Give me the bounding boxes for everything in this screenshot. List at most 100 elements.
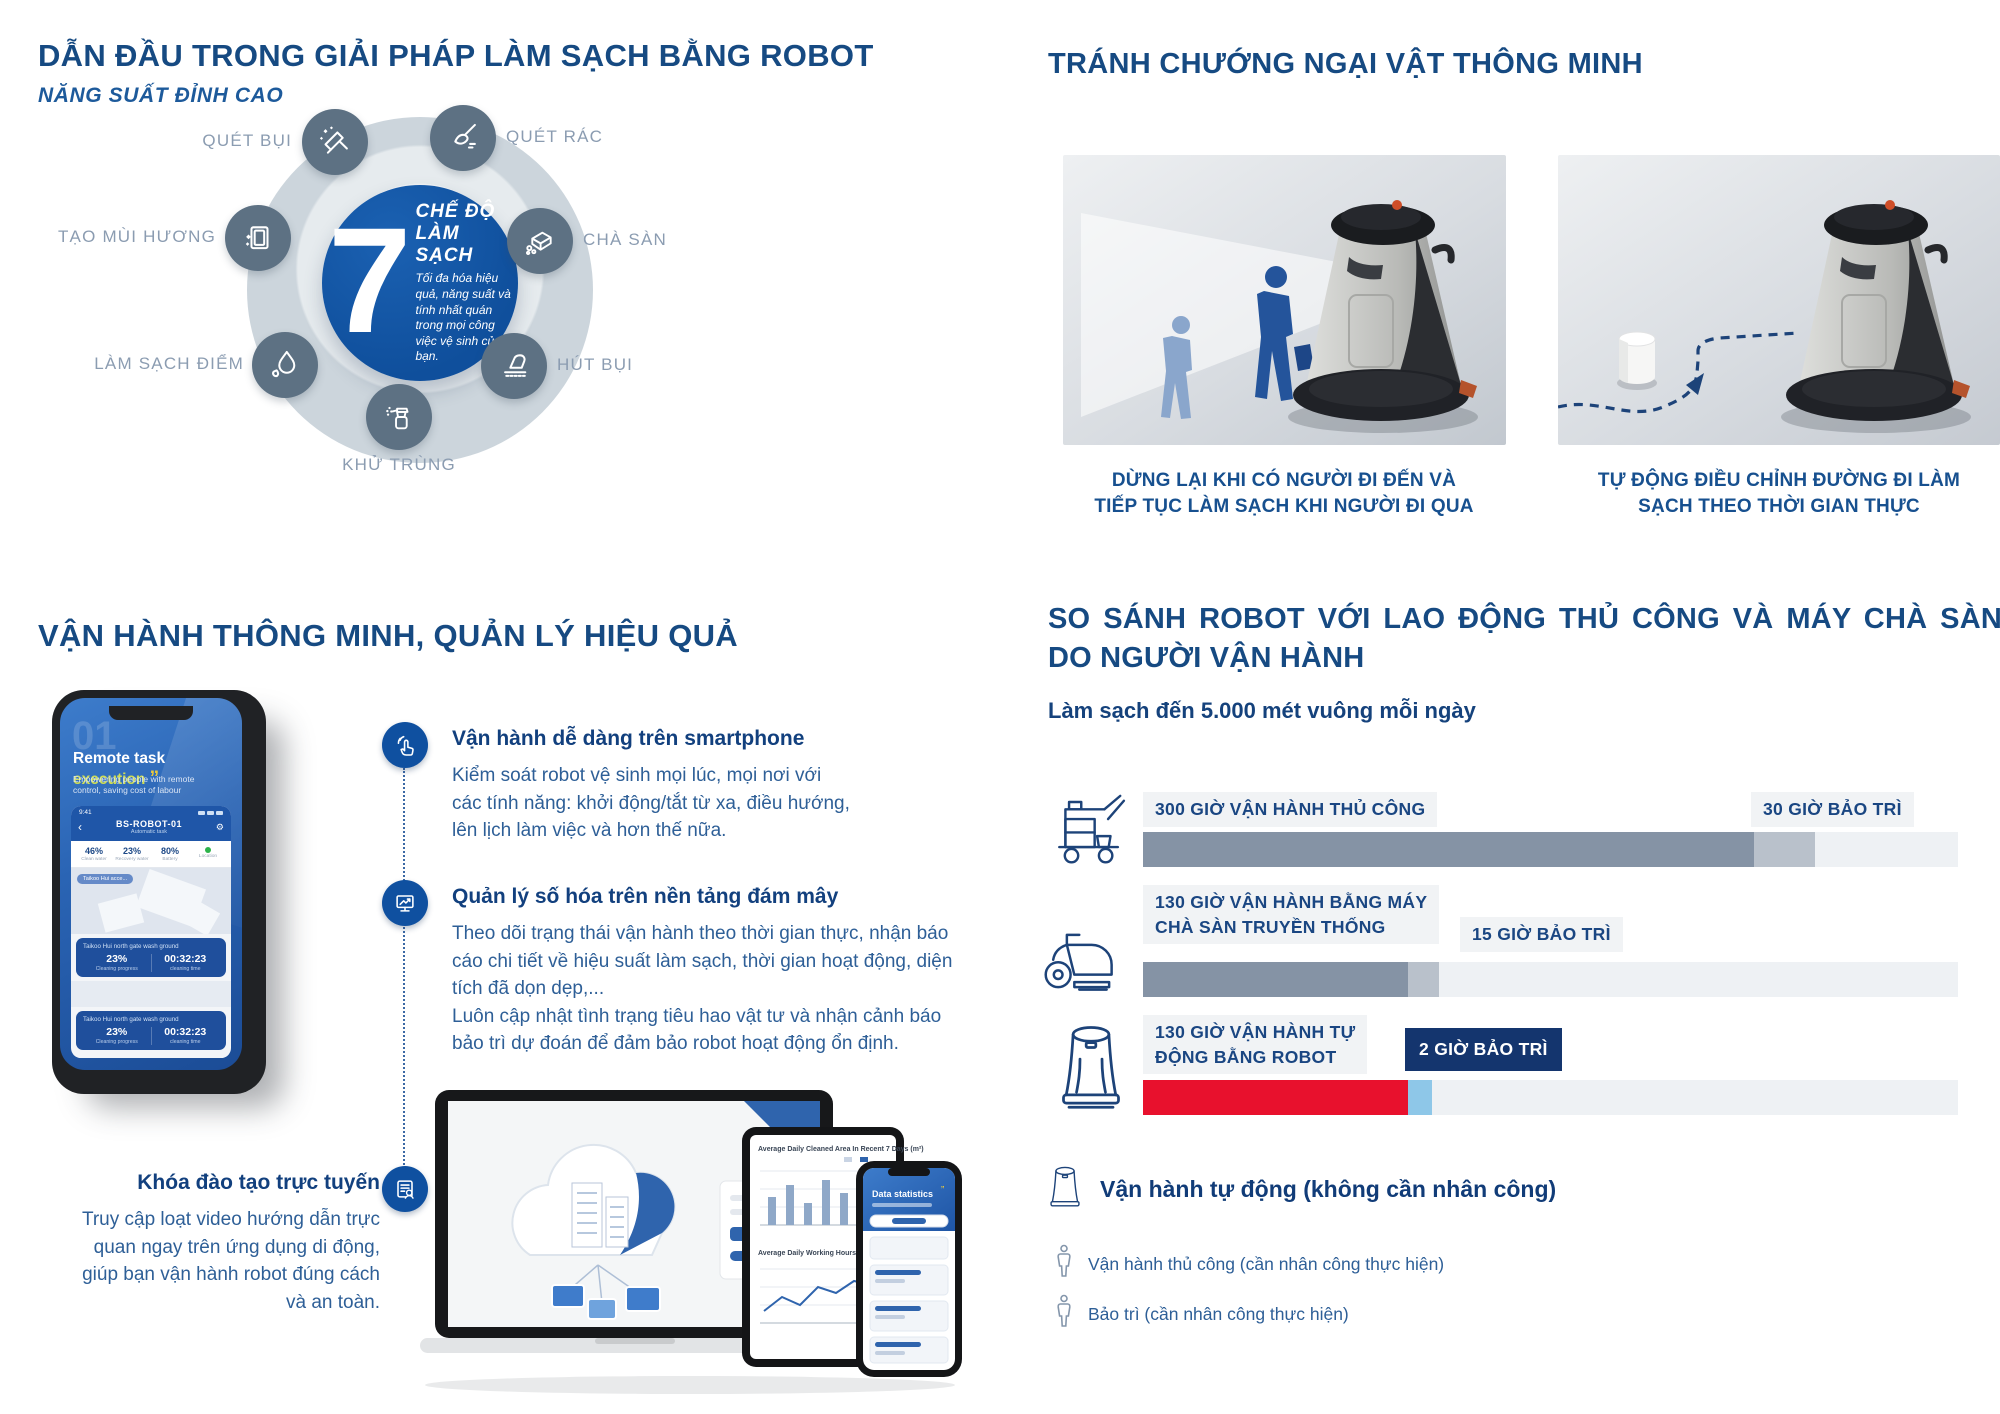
- obstacle-caption-path: TỰ ĐỘNG ĐIỀU CHỈNH ĐƯỜNG ĐI LÀM SẠCH THE…: [1597, 470, 1961, 518]
- obstacle-scene-people: [1063, 155, 1506, 445]
- mode-circle-hut-bui: [481, 333, 547, 399]
- cloud-chart-icon: [396, 895, 414, 912]
- status-time: 9:41: [79, 809, 92, 816]
- map-location-tag: Taikoo Hui acce...: [77, 874, 134, 884]
- spray-bottle-icon: [386, 406, 409, 430]
- slide-number: 01: [72, 714, 117, 758]
- modes-center-circle: 7 CHẾ ĐỘ LÀM SẠCH Tối đa hóa hiệu quả, n…: [322, 185, 518, 381]
- bar3-operation-segment: [1143, 1080, 1408, 1115]
- mode-circle-tao-mui-huong: [225, 205, 291, 271]
- tap-icon: [397, 735, 414, 756]
- legend-autonomous: Vận hành tự động (không cần nhân công): [1100, 1176, 1557, 1202]
- phone-headline: Remote task execution ”: [73, 750, 241, 790]
- bar2-operation-segment: [1143, 962, 1408, 997]
- map-view[interactable]: Taikoo Hui acce...: [71, 868, 231, 934]
- status-icons: [198, 810, 223, 815]
- modes-center-description: Tối đa hóa hiệu quả, năng suất và tính n…: [415, 271, 511, 364]
- headline-accent: execution: [73, 771, 146, 788]
- section1-subtitle: NĂNG SUẤT ĐỈNH CAO: [38, 84, 284, 107]
- quote-icon: ”: [941, 1185, 944, 1196]
- smartphone-screen: 01 Remote task execution ” Empowering pe…: [60, 698, 242, 1070]
- person-icon: [1054, 1244, 1074, 1285]
- obstacle-scene-path: [1558, 155, 2000, 445]
- map-strip: [71, 981, 231, 1007]
- mode-label-tao-mui-huong: TẠO MÙI HƯƠNG: [57, 227, 216, 246]
- mode-label-khu-trung: KHỬ TRÙNG: [342, 455, 456, 474]
- droplet-icon: [272, 350, 296, 378]
- broom-icon: [454, 123, 476, 149]
- app-header: ‹ BS-ROBOT-01 Automatic task ⚙: [71, 816, 231, 841]
- gear-icon[interactable]: ⚙: [215, 821, 224, 832]
- feature-title-cloud: Quản lý số hóa trên nền tảng đám mây: [452, 885, 839, 908]
- devices-illustration: Average Daily Cleaned Area In Recent 7 D…: [420, 1090, 962, 1394]
- app-controls: [71, 1054, 231, 1058]
- tablet-chart1-title: Average Daily Cleaned Area In Recent 7 D…: [758, 1146, 924, 1153]
- cloud-illustration: [511, 1143, 676, 1320]
- cleaning-robot-illustration: [1288, 200, 1478, 433]
- feature-icon-training: [382, 1166, 428, 1212]
- obstacle-cylinder: [1617, 331, 1657, 390]
- mode-circle-khu-trung: [366, 384, 432, 450]
- phone-subheadline: Empowering people with remote control, s…: [73, 774, 195, 796]
- task-card[interactable]: Taikoo Hui north gate wash ground 23% Cle…: [76, 938, 226, 977]
- app-status-bar: 9:41: [71, 806, 231, 816]
- stat-clean-water: 46% Clean water: [81, 846, 107, 862]
- cleaning-modes-diagram: 7 CHẾ ĐỘ LÀM SẠCH Tối đa hóa hiệu quả, n…: [0, 100, 780, 560]
- section3-title: VẬN HÀNH THÔNG MINH, QUẢN LÝ HIỆU QUẢ: [38, 618, 738, 653]
- bar2-maintenance-label: 15 GIỜ BẢO TRÌ: [1460, 917, 1623, 952]
- stat-battery: 80% Battery: [160, 846, 179, 862]
- legend-manual: Vận hành thủ công (cần nhân công thực hi…: [1088, 1254, 1445, 1274]
- section1-title: DẪN ĐẦU TRONG GIẢI PHÁP LÀM SẠCH BẰNG RO…: [38, 38, 874, 73]
- air-freshener-icon: [245, 226, 269, 250]
- mode-circle-quet-rac: [430, 105, 496, 171]
- robot-device-name: BS-ROBOT-01: [115, 819, 182, 829]
- tablet-chart2-title: Average Daily Working Hours In Recent 7 …: [758, 1250, 925, 1257]
- feature-icon-smartphone: [382, 722, 428, 768]
- stat-recovery-water: 23% Recovery water: [115, 846, 149, 862]
- stats-phone-title: Data statistics: [872, 1189, 933, 1199]
- stats-phone-mockup: Data statistics ”: [856, 1161, 962, 1377]
- mode-circle-quet-bui: [302, 109, 368, 175]
- bar3-maintenance-segment: [1407, 1080, 1433, 1115]
- robot-device-subtitle: Automatic task: [130, 829, 167, 835]
- bar1-maintenance-segment: [1754, 832, 1816, 867]
- cleaning-cart-icon: [1052, 792, 1130, 873]
- feature-body-training: Truy cập loạt video hướng dẫn trực quan …: [81, 1209, 380, 1313]
- robot-path-dashed: [1558, 331, 1799, 414]
- stat-location: Location: [189, 846, 227, 862]
- bar3-maintenance-label: 2 GIỜ BẢO TRÌ: [1405, 1028, 1562, 1071]
- feature-title-training: Khóa đào tạo trực tuyến: [137, 1171, 380, 1194]
- connected-monitors: [551, 1264, 661, 1320]
- comparison-chart: 300 GIỜ VẬN HÀNH THỦ CÔNG 30 GIỜ BẢO TRÌ…: [1044, 780, 2000, 1160]
- robot-icon: [1058, 1020, 1124, 1117]
- bar2-track: [1143, 962, 1958, 997]
- pedestrians-silhouette: [1161, 266, 1314, 419]
- robot-icon: [1048, 1164, 1082, 1215]
- bar1-operation-label: 300 GIỜ VẬN HÀNH THỦ CÔNG: [1143, 792, 1438, 827]
- bar3-track: [1143, 1080, 1958, 1115]
- phone-notch: [109, 706, 193, 720]
- person-icon: [1054, 1294, 1074, 1335]
- training-certificate-icon: [397, 1180, 414, 1199]
- mode-label-cha-san: CHÀ SÀN: [583, 230, 667, 249]
- squeegee-icon: [319, 126, 348, 154]
- mode-circle-lam-sach-diem: [252, 332, 318, 398]
- modes-center-title: CHẾ ĐỘ LÀM SẠCH: [415, 200, 496, 266]
- robot-app-screen: 9:41 ‹ BS-ROBOT-01 Automatic task ⚙ 46% …: [71, 806, 231, 1058]
- floor-scrubber-icon: [1042, 922, 1134, 1005]
- people-detection-illustration: [1063, 155, 1506, 445]
- headline-white: Remote task: [73, 750, 166, 767]
- task-card[interactable]: Taikoo Hui north gate wash ground 23% Cle…: [76, 1011, 226, 1050]
- location-dot-icon: [205, 847, 211, 853]
- vacuum-icon: [504, 354, 527, 377]
- quote-icon: ”: [149, 768, 160, 789]
- obstacle-caption-people: DỪNG LẠI KHI CÓ NGƯỜI ĐI ĐẾN VÀ TIẾP TỤC…: [1094, 470, 1474, 518]
- feature-icon-cloud: [382, 880, 428, 926]
- mode-label-quet-rac: QUÉT RÁC: [506, 127, 604, 146]
- path-adjustment-illustration: [1558, 155, 2000, 445]
- bar3-operation-label: 130 GIỜ VẬN HÀNH TỰ ĐỘNG BẰNG ROBOT: [1143, 1015, 1368, 1074]
- path-arrowhead: [1686, 373, 1704, 395]
- back-icon[interactable]: ‹: [78, 820, 82, 834]
- mode-circle-cha-san: [507, 208, 573, 274]
